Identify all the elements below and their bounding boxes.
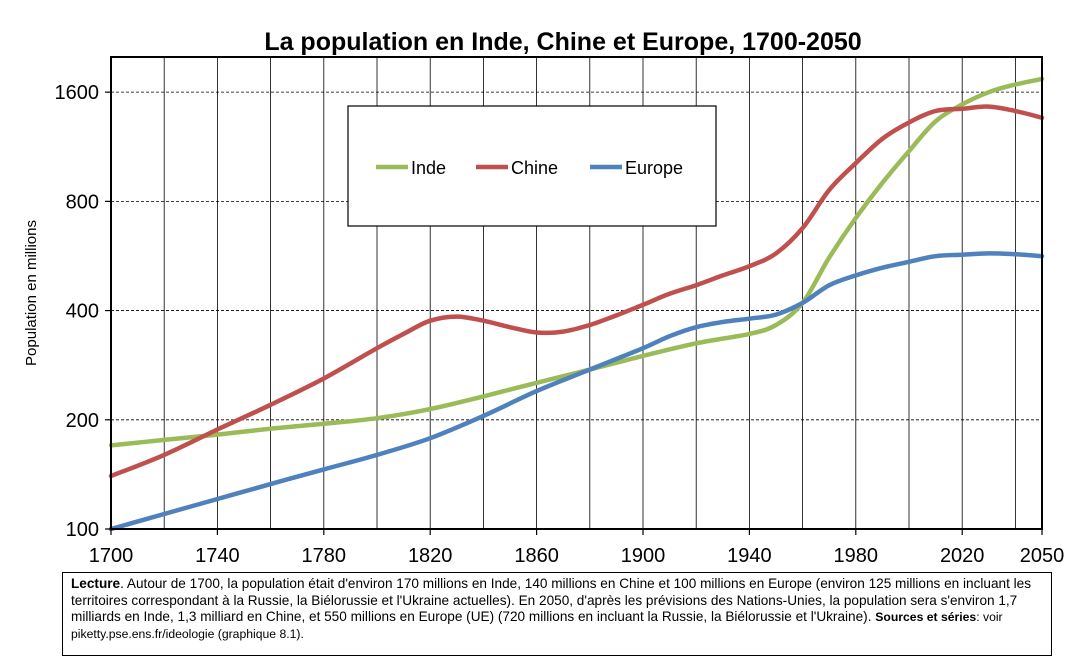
x-tick-label: 1820 [408, 545, 453, 567]
legend-box [347, 105, 717, 227]
y-tick-label: 800 [66, 191, 99, 213]
legend: Inde Chine Europe [347, 105, 717, 227]
sources-text: : voir piketty.pse.ens.fr/ideologie (gra… [71, 610, 1003, 641]
x-tick-label: 1900 [621, 545, 666, 567]
x-axis-ticks: 1700 1740 1780 1820 1860 1900 1940 1980 2020 2050 [89, 529, 1065, 567]
legend-label-chine: Chine [511, 158, 558, 178]
y-tick-label: 400 [66, 301, 99, 323]
legend-label-inde: Inde [411, 158, 446, 178]
chart-title: La population en Inde, Chine et Europe, … [264, 28, 861, 56]
series-line-chine [108, 104, 1045, 479]
legend-items: Inde Chine Europe [376, 158, 683, 178]
x-tick-label: 2020 [940, 545, 985, 567]
note-text: . Autour de 1700, la population était d'… [71, 576, 1032, 625]
x-tick-label: 1860 [514, 545, 559, 567]
population-chart: La population en Inde, Chine et Europe, … [23, 28, 1065, 567]
x-tick-label: 1740 [195, 545, 240, 567]
sources-label: Sources et séries [875, 610, 977, 625]
y-axis-ticks: 100 200 400 800 1600 [55, 82, 111, 541]
plot-frame [110, 56, 1043, 530]
legend-label-europe: Europe [625, 158, 683, 178]
x-tick-label: 1700 [89, 545, 134, 567]
x-tick-label: 2050 [1020, 545, 1065, 567]
x-tick-label: 1940 [727, 545, 772, 567]
x-tick-label: 1980 [834, 545, 879, 567]
y-tick-label: 100 [66, 519, 99, 541]
reading-note: Lecture. Autour de 1700, la population é… [62, 572, 1052, 656]
series-lines [108, 76, 1045, 532]
series-line-inde [108, 76, 1045, 448]
x-tick-label: 1780 [302, 545, 347, 567]
y-tick-label: 1600 [55, 82, 100, 104]
note-lead: Lecture [71, 576, 121, 591]
y-axis-label: Population en millions [23, 220, 40, 366]
y-tick-label: 200 [66, 410, 99, 432]
series-line-europe [108, 251, 1045, 532]
